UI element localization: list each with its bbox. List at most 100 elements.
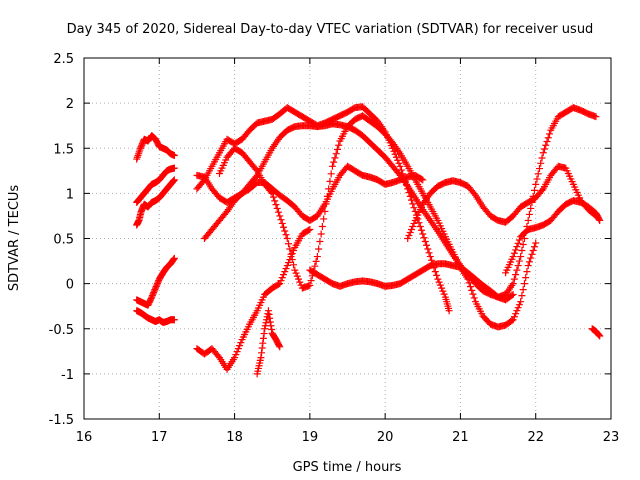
- data-point: [233, 348, 241, 356]
- data-point: [259, 339, 267, 347]
- data-point: [416, 222, 424, 230]
- data-point: [513, 243, 521, 251]
- y-tick-label: 2.5: [53, 52, 74, 67]
- data-point: [151, 286, 159, 294]
- data-point: [515, 236, 523, 244]
- data-point: [307, 277, 315, 285]
- x-tick-label: 17: [151, 430, 168, 445]
- chart-title: Day 345 of 2020, Sidereal Day-to-day VTE…: [67, 22, 594, 37]
- data-point: [260, 330, 268, 338]
- data-point: [464, 275, 472, 283]
- data-point: [524, 216, 532, 224]
- data-point: [290, 261, 298, 269]
- data-point: [530, 186, 538, 194]
- data-point: [137, 143, 145, 151]
- data-point: [512, 271, 520, 279]
- data-point: [170, 151, 178, 159]
- data-point: [440, 290, 448, 298]
- data-point: [282, 231, 290, 239]
- data-point: [136, 144, 144, 152]
- data-point: [265, 310, 273, 318]
- data-point: [421, 238, 429, 246]
- data-point: [523, 268, 531, 276]
- data-point: [257, 354, 265, 362]
- data-point: [328, 162, 336, 170]
- data-point: [234, 345, 242, 353]
- data-point: [529, 247, 537, 255]
- data-point: [404, 235, 412, 242]
- data-point: [286, 245, 294, 253]
- data-point: [509, 316, 517, 324]
- data-point: [153, 280, 161, 288]
- axis-ticks: [83, 57, 612, 420]
- data-point: [392, 153, 400, 161]
- data-point: [266, 318, 274, 326]
- data-point: [318, 222, 326, 230]
- data-point: [296, 278, 304, 286]
- data-point: [525, 258, 533, 266]
- data-point: [268, 326, 276, 334]
- data-point: [409, 222, 417, 230]
- data-point: [510, 275, 518, 283]
- x-tick-label: 20: [377, 430, 394, 445]
- data-point: [323, 192, 331, 200]
- data-point: [410, 204, 418, 212]
- data-point: [283, 235, 291, 242]
- data-point: [325, 185, 333, 193]
- data-point: [397, 166, 405, 174]
- data-point: [509, 280, 517, 288]
- data-point: [331, 154, 339, 162]
- series-arc-c: [133, 176, 178, 229]
- data-point: [410, 219, 418, 227]
- data-point: [275, 342, 283, 350]
- data-point: [267, 188, 275, 196]
- data-point: [138, 141, 146, 149]
- data-point: [425, 249, 433, 257]
- series-arc-i: [216, 112, 540, 331]
- data-point: [514, 262, 522, 270]
- data-point: [269, 193, 277, 201]
- data-point: [293, 272, 301, 280]
- data-point: [512, 310, 520, 318]
- data-point: [537, 159, 545, 167]
- data-point: [272, 201, 280, 209]
- data-point: [540, 145, 548, 153]
- data-point: [515, 301, 523, 309]
- data-point: [258, 349, 266, 357]
- data-point: [528, 250, 536, 258]
- data-point: [468, 286, 476, 294]
- series-arc-h: [193, 162, 427, 224]
- data-point: [470, 294, 478, 302]
- data-point: [520, 280, 528, 288]
- data-point: [415, 219, 423, 227]
- y-tick-label: 2: [66, 97, 74, 112]
- data-point: [546, 130, 554, 138]
- data-point: [261, 325, 269, 333]
- data-point: [439, 287, 447, 295]
- y-tick-label: 1: [66, 187, 74, 202]
- data-point: [154, 278, 162, 286]
- series-arc-n: [502, 197, 604, 277]
- data-point: [327, 170, 335, 178]
- data-point: [317, 230, 325, 238]
- data-point: [170, 164, 178, 172]
- data-point: [405, 231, 413, 239]
- data-point: [232, 351, 240, 359]
- data-point: [424, 245, 432, 253]
- data-point: [513, 307, 521, 315]
- data-point: [280, 223, 288, 231]
- data-point: [277, 216, 285, 224]
- data-point: [288, 250, 296, 258]
- data-point: [510, 313, 518, 321]
- data-point: [138, 140, 146, 148]
- data-point: [525, 210, 533, 218]
- data-point: [287, 253, 295, 261]
- data-point: [508, 291, 516, 299]
- data-point: [517, 253, 525, 261]
- data-point: [170, 255, 178, 263]
- y-tick-label: 0.5: [53, 233, 74, 248]
- data-point: [273, 204, 281, 212]
- data-point: [418, 226, 426, 234]
- data-point: [509, 290, 517, 298]
- x-tick-label: 22: [527, 430, 544, 445]
